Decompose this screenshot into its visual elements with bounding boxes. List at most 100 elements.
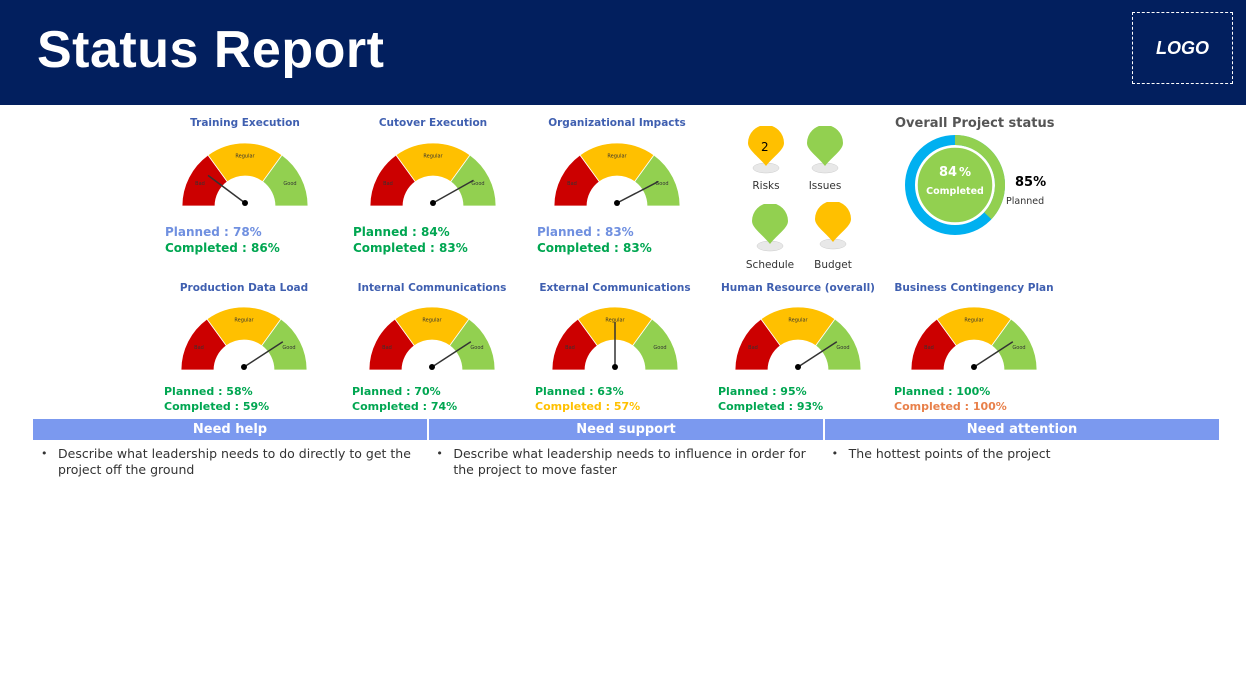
gauge-segment-label: Bad xyxy=(194,345,204,351)
gauge-planned-text: Planned : 78% xyxy=(165,225,262,239)
gauge-good-segment xyxy=(632,318,679,371)
need-support-item: Describe what leadership needs to influe… xyxy=(428,440,823,478)
gauge-needle xyxy=(432,179,474,204)
completed-value-row: 84 % xyxy=(915,165,995,180)
gauge-segment-label: Regular xyxy=(964,318,984,324)
header: Status Report LOGO xyxy=(0,0,1246,105)
gauge-segment-label: Good xyxy=(470,345,483,351)
gauge-segment-label: Good xyxy=(836,345,849,351)
gauge-needle xyxy=(797,341,838,368)
gauge-dial: Bad Regular Good xyxy=(368,307,496,371)
gauge-planned-text: Planned : 100% xyxy=(894,385,991,398)
gauge-dial: Bad Regular Good xyxy=(910,307,1038,371)
gauge-needle xyxy=(207,174,246,204)
header-need-attention: Need attention xyxy=(825,419,1219,440)
gauge-dial: Bad Regular Good xyxy=(551,307,679,371)
planned-label: Planned xyxy=(1006,196,1045,207)
gauge-segment-label: Regular xyxy=(605,318,625,324)
gauge-good-segment xyxy=(634,154,681,207)
gauge-planned-text: Planned : 84% xyxy=(353,225,450,239)
gauge-segment-label: Good xyxy=(1012,345,1025,351)
gauge-title: Human Resource (overall) xyxy=(721,282,875,294)
gauge-good-segment xyxy=(262,154,309,207)
gauge-completed-text: Completed : 59% xyxy=(164,400,270,413)
gauge-title: Training Execution xyxy=(190,117,300,129)
gauge-title: Cutover Execution xyxy=(378,117,488,129)
completed-ring-arc xyxy=(954,135,1005,220)
gauge-segment-label: Bad xyxy=(565,345,575,351)
gauge-completed-text: Completed : 93% xyxy=(718,400,824,413)
gauge-pivot xyxy=(795,364,801,370)
gauge-good-segment xyxy=(815,318,862,371)
gauge-segment-label: Bad xyxy=(748,345,758,351)
gauge-segment-label: Bad xyxy=(195,181,205,187)
gauge-dial: Bad Regular Good xyxy=(180,307,308,371)
needs-table: Need help Need support Need attention De… xyxy=(33,419,1219,478)
gauge-completed-text: Completed : 74% xyxy=(352,400,458,413)
need-help-item: Describe what leadership needs to do dir… xyxy=(33,440,428,478)
completed-percent: % xyxy=(959,165,972,179)
completed-label: Completed xyxy=(926,186,984,197)
gauge-segment-label: Good xyxy=(653,345,666,351)
indicator-pin-budget xyxy=(815,202,851,250)
logo-placeholder: LOGO xyxy=(1132,12,1233,84)
gauge-dial: Bad Regular Good xyxy=(553,143,681,207)
gauge-needle xyxy=(431,341,472,368)
gauge-segment-label: Regular xyxy=(235,154,255,160)
header-need-support: Need support xyxy=(429,419,825,440)
gauge-dial: Bad Regular Good xyxy=(369,143,497,207)
gauge-completed-text: Completed : 100% xyxy=(894,400,1007,413)
page-title: Status Report xyxy=(37,21,385,79)
gauge-pivot xyxy=(241,364,247,370)
gauge-segment-label: Regular xyxy=(234,318,254,324)
gauge-completed-text: Completed : 86% xyxy=(165,241,280,255)
gauge-segment-label: Regular xyxy=(788,318,808,324)
gauge-completed-text: Completed : 83% xyxy=(353,241,468,255)
completed-value: 84 xyxy=(938,165,958,180)
gauge-segment-label: Good xyxy=(282,345,295,351)
gauge-segment-label: Regular xyxy=(607,154,627,160)
gauge-pivot xyxy=(429,364,435,370)
gauge-title: Internal Communications xyxy=(357,282,507,294)
gauge-pivot xyxy=(612,364,618,370)
gauge-segment-label: Bad xyxy=(567,181,577,187)
indicator-count: 2 xyxy=(761,140,769,154)
need-attention-item: The hottest points of the project xyxy=(824,440,1219,478)
gauge-needle xyxy=(243,341,284,368)
gauge-segment-label: Good xyxy=(655,181,668,187)
gauge-needle xyxy=(616,180,659,204)
completed-circle xyxy=(916,146,994,224)
gauge-planned-text: Planned : 83% xyxy=(537,225,634,239)
gauge-good-segment xyxy=(991,318,1038,371)
gauge-segment-label: Bad xyxy=(382,345,392,351)
gauge-segment-label: Good xyxy=(471,181,484,187)
indicator-label: Issues xyxy=(808,180,842,192)
gauge-segment-label: Bad xyxy=(924,345,934,351)
indicator-label: Risks xyxy=(752,180,780,192)
gauge-planned-text: Planned : 63% xyxy=(535,385,624,398)
gauge-title: External Communications xyxy=(539,282,691,294)
overall-donut xyxy=(905,135,1005,235)
indicator-pin-risks xyxy=(748,126,784,174)
gauge-planned-text: Planned : 95% xyxy=(718,385,807,398)
gauge-good-segment xyxy=(449,318,496,371)
indicator-pin-issues xyxy=(807,126,843,174)
gauge-dial: Bad Regular Good xyxy=(181,143,309,207)
gauge-needle xyxy=(973,341,1014,368)
gauge-dial: Bad Regular Good xyxy=(734,307,862,371)
gauge-planned-text: Planned : 70% xyxy=(352,385,441,398)
indicator-label: Schedule xyxy=(745,259,795,271)
overall-status-title: Overall Project status xyxy=(895,116,1055,131)
gauge-planned-text: Planned : 58% xyxy=(164,385,253,398)
gauge-pivot xyxy=(971,364,977,370)
gauge-segment-label: Regular xyxy=(422,318,442,324)
gauge-completed-text: Completed : 83% xyxy=(537,241,652,255)
indicator-pin-schedule xyxy=(752,204,788,252)
gauge-title: Production Data Load xyxy=(179,282,309,294)
gauge-pivot xyxy=(614,200,620,206)
indicator-label: Budget xyxy=(814,259,852,271)
gauge-segment-label: Regular xyxy=(423,154,443,160)
gauge-completed-text: Completed : 57% xyxy=(535,400,641,413)
planned-value: 85% xyxy=(1015,175,1047,190)
gauge-segment-label: Good xyxy=(283,181,296,187)
